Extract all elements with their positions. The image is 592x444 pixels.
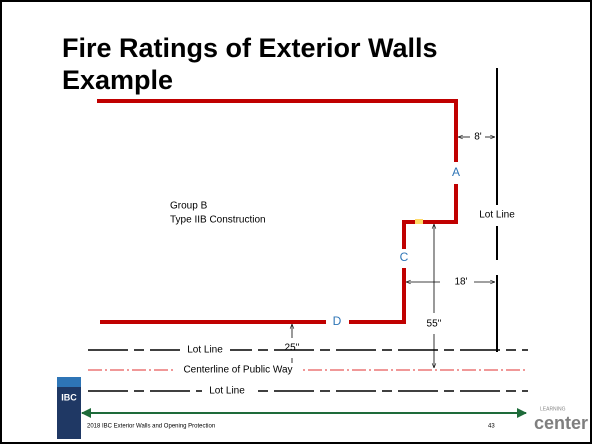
footer-text: 2018 IBC Exterior Walls and Opening Prot… xyxy=(87,424,215,430)
construction: Type IIB Construction xyxy=(170,215,266,226)
dimension-label: 25'' xyxy=(285,343,300,354)
dimension-label: 8' xyxy=(474,132,482,143)
wall-label: A xyxy=(452,165,460,179)
corner-mark xyxy=(415,219,423,224)
logo-small: LEARNING xyxy=(540,406,566,412)
lot-line-label: Lot Line xyxy=(209,386,245,397)
page-number: 43 xyxy=(488,424,495,430)
dimension-label: 18' xyxy=(454,277,467,288)
title-line: Fire Ratings of Exterior Walls xyxy=(62,33,438,63)
logo: center xyxy=(534,413,588,433)
centerline-label: Centerline of Public Way xyxy=(183,365,292,376)
slide: Fire Ratings of Exterior Walls Example A… xyxy=(0,0,592,444)
lot-line-label: Lot Line xyxy=(187,345,223,356)
book-title: IBC xyxy=(61,392,77,402)
occupancy: Group B xyxy=(170,201,208,212)
book-band xyxy=(57,377,81,387)
lot-line-label: Lot Line xyxy=(479,210,515,221)
title-line: Example xyxy=(62,65,173,95)
wall-label: D xyxy=(333,314,342,328)
wall-label: C xyxy=(400,250,409,264)
dimension-label: 55'' xyxy=(427,319,442,330)
